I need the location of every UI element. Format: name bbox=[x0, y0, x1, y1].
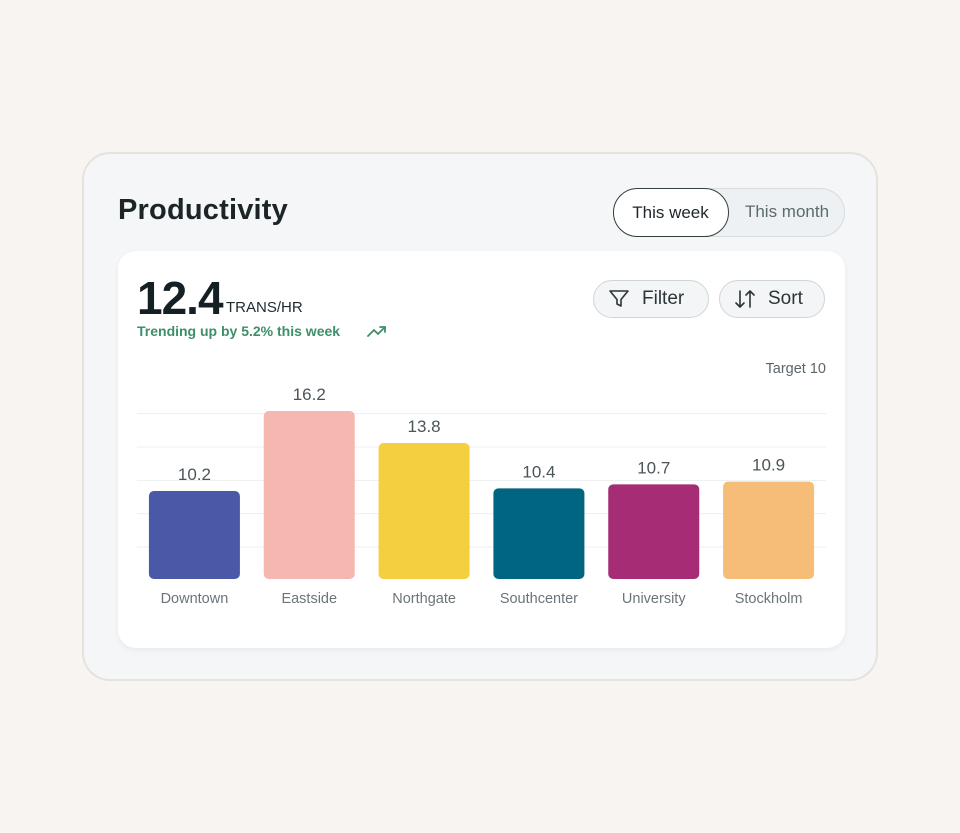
category-label: Northgate bbox=[392, 591, 456, 607]
category-label: Eastside bbox=[281, 591, 337, 607]
metric-unit: TRANS/HR bbox=[226, 299, 303, 316]
tab-this-month[interactable]: This month bbox=[744, 201, 830, 221]
bar-value-label: 10.4 bbox=[522, 462, 555, 481]
productivity-card: Productivity This week This month 12.4 T… bbox=[82, 152, 878, 681]
tab-this-week[interactable]: This week bbox=[612, 187, 729, 237]
filter-label: Filter bbox=[642, 288, 685, 309]
bar-southcenter[interactable] bbox=[493, 488, 585, 579]
bar-value-label: 10.7 bbox=[637, 458, 670, 477]
bar-university[interactable] bbox=[608, 484, 700, 579]
bar-value-label: 10.2 bbox=[178, 465, 211, 484]
category-label: Downtown bbox=[161, 591, 229, 607]
trend-text: Trending up by 5.2% this week bbox=[137, 323, 341, 339]
bar-value-label: 10.9 bbox=[752, 456, 785, 475]
trending-up-icon bbox=[367, 326, 386, 337]
chart-panel: 12.4 TRANS/HR Trending up by 5.2% this w… bbox=[118, 251, 845, 648]
bar-chart: 10.2 Downtown 16.2 Eastside 13.8 Northgate 10.… bbox=[137, 385, 826, 607]
bar-stockholm[interactable] bbox=[723, 481, 815, 579]
filter-button[interactable]: Filter bbox=[593, 280, 709, 318]
bar-eastside[interactable] bbox=[263, 411, 355, 579]
target-label: Target 10 bbox=[765, 361, 826, 377]
category-label: Southcenter bbox=[500, 591, 578, 607]
bar-value-label: 13.8 bbox=[408, 417, 441, 436]
category-label: University bbox=[622, 591, 686, 607]
filter-icon bbox=[609, 290, 629, 307]
metric-value: 12.4 bbox=[137, 272, 224, 324]
period-toggle: This week This month bbox=[612, 187, 845, 237]
category-label: Stockholm bbox=[735, 591, 803, 607]
bar-downtown[interactable] bbox=[148, 491, 240, 579]
sort-label: Sort bbox=[768, 288, 803, 309]
card-title: Productivity bbox=[118, 194, 288, 226]
bar-northgate[interactable] bbox=[378, 443, 470, 579]
sort-icon bbox=[735, 290, 755, 308]
bar-value-label: 16.2 bbox=[293, 385, 326, 404]
sort-button[interactable]: Sort bbox=[719, 280, 825, 318]
